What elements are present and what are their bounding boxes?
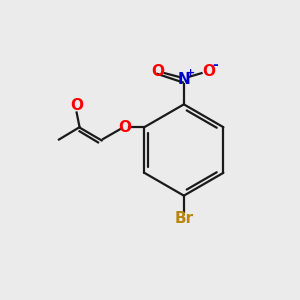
Text: +: +	[186, 68, 195, 78]
Text: Br: Br	[174, 211, 194, 226]
Text: O: O	[119, 120, 132, 135]
Text: N: N	[178, 72, 190, 87]
Text: O: O	[202, 64, 215, 79]
Text: O: O	[70, 98, 83, 113]
Text: -: -	[212, 58, 218, 72]
Text: O: O	[152, 64, 165, 79]
